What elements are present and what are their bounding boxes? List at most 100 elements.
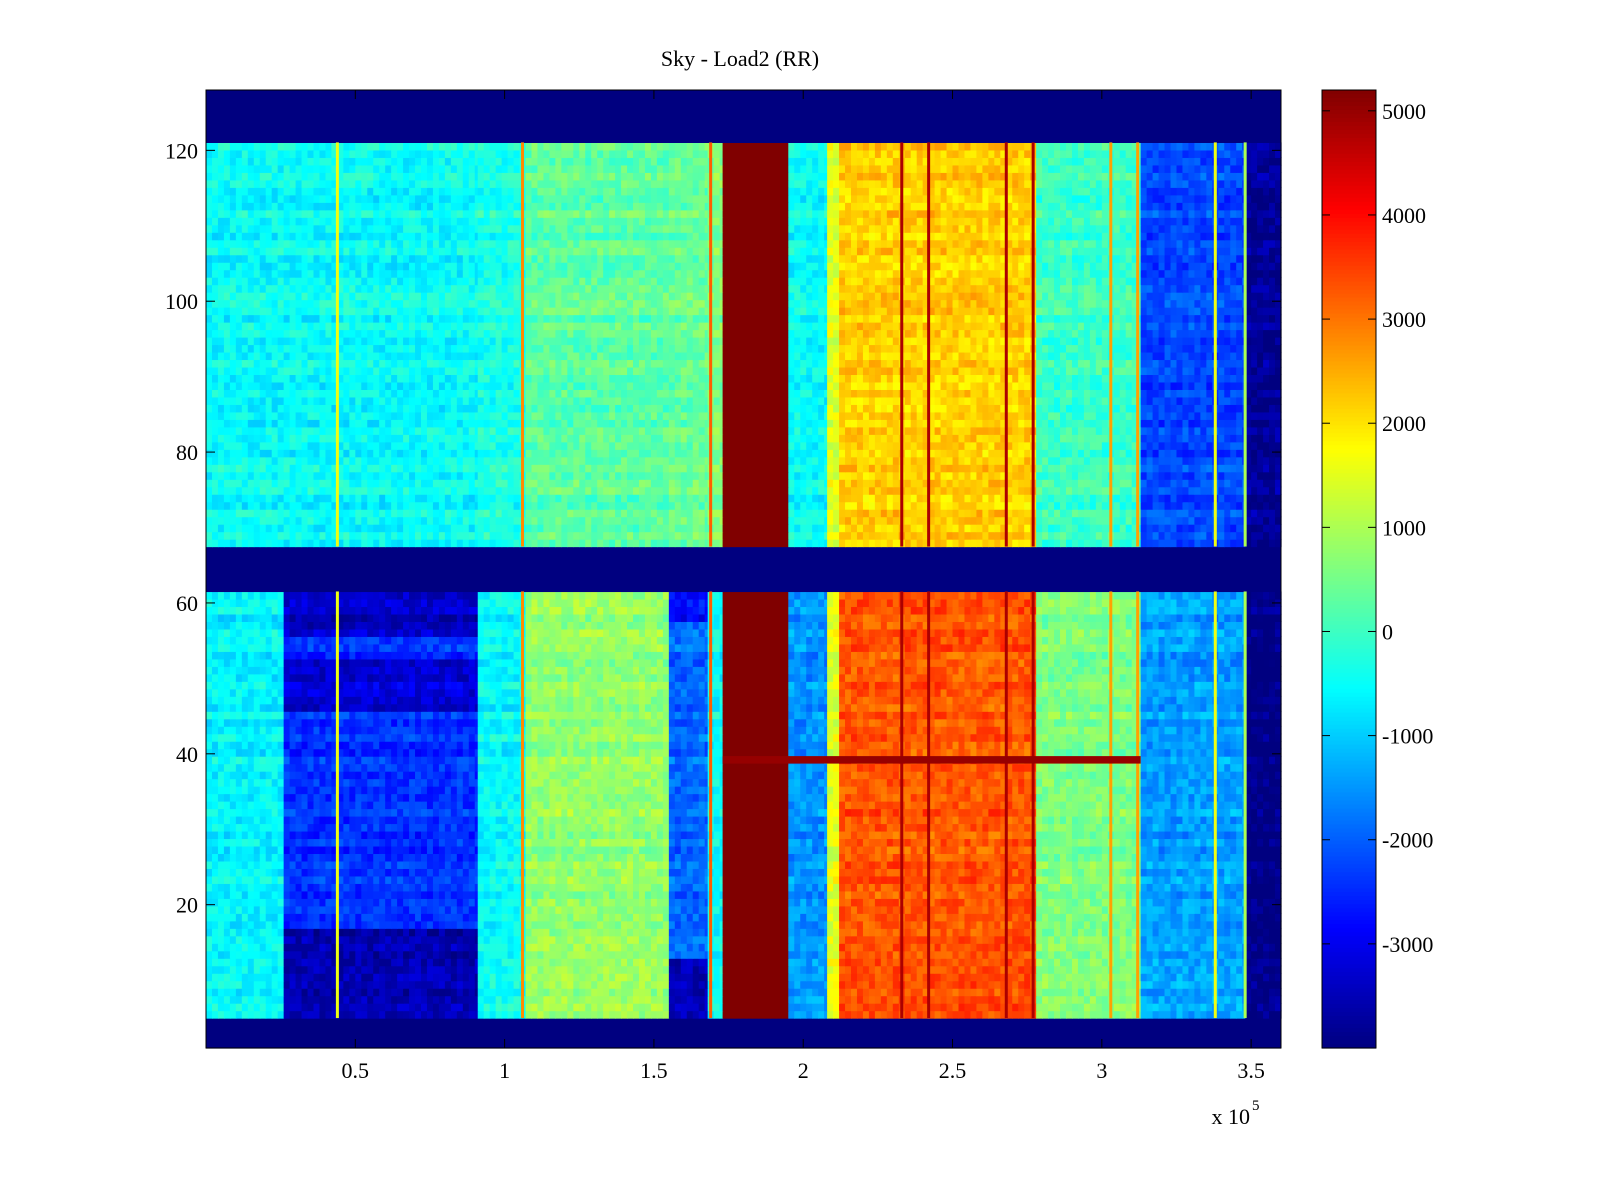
heatmap-cell <box>469 966 476 974</box>
heatmap-cell <box>976 988 983 996</box>
heatmap-cell <box>445 966 452 974</box>
heatmap-cell <box>1182 928 1189 936</box>
heatmap-cell <box>633 921 640 929</box>
heatmap-cell <box>1251 921 1258 929</box>
heatmap-cell <box>278 913 285 921</box>
heatmap-cell <box>770 996 777 1004</box>
heatmap-cell <box>1224 936 1231 944</box>
heatmap-cell <box>1012 1011 1019 1019</box>
heatmap-cell <box>669 996 676 1004</box>
heatmap-cell <box>1078 943 1085 951</box>
heatmap-cell <box>397 981 404 989</box>
heatmap-cell <box>409 943 416 951</box>
heatmap-cell <box>1072 1003 1079 1011</box>
heatmap-cell <box>1078 958 1085 966</box>
heatmap-cell <box>1084 996 1091 1004</box>
heatmap-cell <box>385 973 392 981</box>
heatmap-cell <box>887 943 894 951</box>
heatmap-cell <box>457 936 464 944</box>
heatmap-cell <box>1230 1003 1237 1011</box>
heatmap-cell <box>1182 988 1189 996</box>
heatmap-cell <box>905 981 912 989</box>
heatmap-cell <box>385 943 392 951</box>
heatmap-cell <box>308 966 315 974</box>
heatmap-cell <box>729 958 736 966</box>
heatmap-cell <box>1078 1011 1085 1019</box>
heatmap-cell <box>1126 951 1133 959</box>
heatmap-cell <box>1251 936 1258 944</box>
heatmap-cell <box>800 913 807 921</box>
heatmap-cell <box>609 951 616 959</box>
heatmap-cell <box>657 981 664 989</box>
heatmap-cell <box>415 1003 422 1011</box>
heatmap-cell <box>675 936 682 944</box>
heatmap-cell <box>1263 996 1270 1004</box>
heatmap-cell <box>585 921 592 929</box>
heatmap-cell <box>1230 943 1237 951</box>
heatmap-cell <box>1036 988 1043 996</box>
heatmap-cell <box>776 1003 783 1011</box>
heatmap-cell <box>845 996 852 1004</box>
heatmap-cell <box>445 981 452 989</box>
heatmap-cell <box>260 913 267 921</box>
heatmap-cell <box>657 951 664 959</box>
heatmap-cell <box>675 913 682 921</box>
heatmap-cell <box>917 921 924 929</box>
heatmap-cell <box>278 1003 285 1011</box>
heatmap-cell <box>669 943 676 951</box>
heatmap-cell <box>1165 958 1172 966</box>
heatmap-cell <box>484 958 491 966</box>
heatmap-cell <box>1054 928 1061 936</box>
heatmap-cell <box>964 928 971 936</box>
heatmap-cell <box>325 988 332 996</box>
heatmap-cell <box>1218 1011 1225 1019</box>
heatmap-cell <box>1182 981 1189 989</box>
heatmap-cell <box>959 928 966 936</box>
heatmap-cell <box>242 936 249 944</box>
heatmap-cell <box>272 981 279 989</box>
heatmap-cell <box>218 936 225 944</box>
heatmap-cell <box>349 996 356 1004</box>
heatmap-cell <box>806 981 813 989</box>
heatmap-cell <box>1141 958 1148 966</box>
heatmap-cell <box>1200 943 1207 951</box>
heatmap-cell <box>1206 996 1213 1004</box>
heatmap-cell <box>693 951 700 959</box>
heatmap-cell <box>236 1011 243 1019</box>
heatmap-cell <box>343 1011 350 1019</box>
heatmap-cell <box>343 981 350 989</box>
heatmap-cell <box>266 928 273 936</box>
heatmap-cell <box>254 988 261 996</box>
heatmap-cell <box>1048 936 1055 944</box>
heatmap-cell <box>675 1011 682 1019</box>
heatmap-cell <box>248 921 255 929</box>
heatmap-cell <box>699 973 706 981</box>
heatmap-cell <box>639 1003 646 1011</box>
heatmap-cell <box>573 966 580 974</box>
heatmap-cell <box>776 966 783 974</box>
heatmap-cell <box>555 966 562 974</box>
heatmap-cell <box>573 1011 580 1019</box>
heatmap-cell <box>800 966 807 974</box>
heatmap-cell <box>290 981 297 989</box>
heatmap-cell <box>212 988 219 996</box>
heatmap-cell <box>409 951 416 959</box>
heatmap-cell <box>555 1003 562 1011</box>
heatmap-cell <box>508 973 515 981</box>
heatmap-cell <box>621 988 628 996</box>
heatmap-cell <box>591 1011 598 1019</box>
heatmap-cell <box>953 988 960 996</box>
heatmap-cell <box>863 958 870 966</box>
heatmap-cell <box>585 958 592 966</box>
heatmap-cell <box>1206 958 1213 966</box>
heatmap-cell <box>278 981 285 989</box>
heatmap-cell <box>970 996 977 1004</box>
heatmap-cell <box>1257 928 1264 936</box>
heatmap-cell <box>681 1011 688 1019</box>
heatmap-cell <box>770 943 777 951</box>
heatmap-cell <box>325 973 332 981</box>
heatmap-cell <box>355 966 362 974</box>
heatmap-cell <box>391 943 398 951</box>
heatmap-cell <box>421 996 428 1004</box>
heatmap-cell <box>714 928 721 936</box>
